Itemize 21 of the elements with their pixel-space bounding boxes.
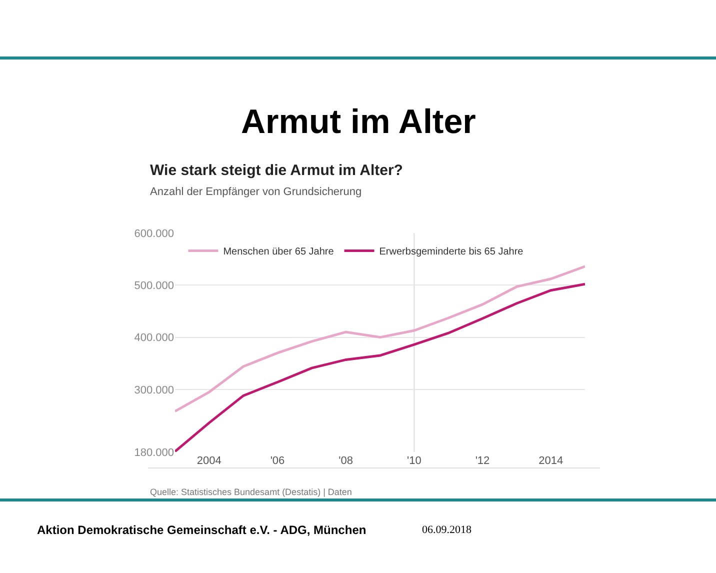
chart-subtitle: Anzahl der Empfänger von Grundsicherung xyxy=(150,186,362,198)
x-tick-label: '10 xyxy=(407,455,422,467)
text: Armut im Alter xyxy=(241,103,476,141)
source-note: Quelle: Statistisches Bundesamt (Destatis) | Daten xyxy=(150,487,352,497)
x-tick-label: '12 xyxy=(475,455,490,467)
y-tick-label: 500.000 xyxy=(134,280,174,292)
x-tick-label: 2004 xyxy=(196,455,222,467)
chart-title: Wie stark steigt die Armut im Alter? xyxy=(150,162,403,179)
x-tick-label: '06 xyxy=(270,455,285,467)
y-tick-label: 400.000 xyxy=(134,332,174,344)
text: 06.09.2018 xyxy=(422,524,472,536)
x-tick-label: '08 xyxy=(338,455,353,467)
x-tick-label: 2014 xyxy=(538,455,564,467)
line-series xyxy=(175,265,585,413)
text: Aktion Demokratische Gemeinschaft e.V. - ADG, München xyxy=(37,523,366,537)
line-series xyxy=(175,282,585,452)
y-tick-label: 300.000 xyxy=(134,384,174,396)
legend-label: Menschen über 65 Jahre xyxy=(223,246,334,258)
y-tick-label: 180.000 xyxy=(134,446,174,459)
y-tick-label: 600.000 xyxy=(134,228,174,240)
legend-label: Erwerbsgeminderte bis 65 Jahre xyxy=(379,246,524,258)
